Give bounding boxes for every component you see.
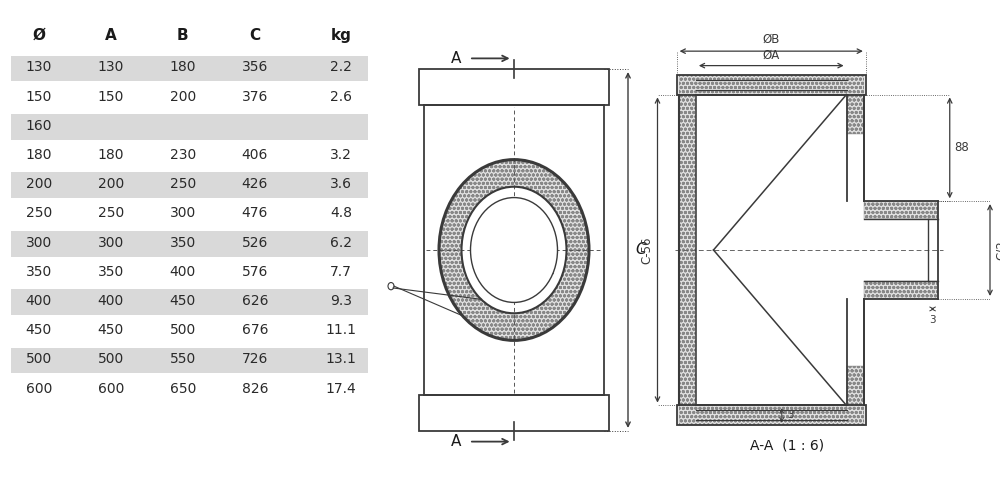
Bar [419,394,609,431]
Text: 4.8: 4.8 [330,206,352,220]
Text: 88: 88 [954,142,969,154]
Text: 250: 250 [170,178,196,192]
Text: 3.6: 3.6 [330,178,352,192]
Text: A: A [451,51,462,66]
Text: ØA: ØA [763,48,780,62]
FancyBboxPatch shape [11,114,368,140]
Text: 180: 180 [98,148,124,162]
Text: 400: 400 [170,265,196,279]
Text: 376: 376 [242,90,268,104]
Text: 17.4: 17.4 [326,382,357,396]
Text: 426: 426 [242,178,268,192]
Text: 626: 626 [242,294,268,308]
Text: C-56: C-56 [640,236,653,264]
Text: 130: 130 [98,60,124,74]
Text: 300: 300 [26,236,52,250]
Text: 500: 500 [98,352,124,366]
Text: 150: 150 [98,90,124,104]
FancyBboxPatch shape [11,348,368,374]
Bar [677,74,866,94]
Bar [678,74,864,94]
Text: 650: 650 [170,382,196,396]
Text: 550: 550 [170,352,196,366]
Text: 250: 250 [26,206,52,220]
Text: 350: 350 [26,265,52,279]
Text: 576: 576 [242,265,268,279]
Text: 11.1: 11.1 [326,324,357,338]
Text: 7.7: 7.7 [330,265,352,279]
Text: 13.1: 13.1 [326,352,357,366]
Text: 400: 400 [26,294,52,308]
Text: 6.2: 6.2 [330,236,352,250]
Text: 676: 676 [242,324,268,338]
Text: 200: 200 [26,178,52,192]
Text: 500: 500 [26,352,52,366]
Text: 476: 476 [242,206,268,220]
Bar [677,406,866,425]
FancyBboxPatch shape [11,231,368,256]
Text: 450: 450 [170,294,196,308]
Text: 200: 200 [98,178,124,192]
Bar [419,69,609,106]
Text: 826: 826 [242,382,268,396]
Circle shape [471,198,558,302]
Text: 300: 300 [98,236,124,250]
Bar [846,94,864,134]
Text: C/2: C/2 [995,240,1000,260]
Text: B: B [177,28,189,42]
Text: A: A [105,28,117,42]
Circle shape [462,186,566,314]
Text: 3: 3 [929,316,936,326]
Text: 356: 356 [242,60,268,74]
Bar [846,366,864,406]
Text: A: A [451,434,462,449]
Text: Ø: Ø [32,28,45,42]
Text: 180: 180 [26,148,52,162]
Text: 250: 250 [98,206,124,220]
Text: 350: 350 [98,265,124,279]
Bar [864,280,938,299]
Text: 600: 600 [26,382,52,396]
FancyBboxPatch shape [11,56,368,82]
Text: C: C [636,242,646,258]
Text: 230: 230 [170,148,196,162]
Text: 200: 200 [170,90,196,104]
Text: 400: 400 [98,294,124,308]
Text: 130: 130 [26,60,52,74]
Text: ØB: ØB [763,32,780,46]
Text: 150: 150 [26,90,52,104]
Text: C: C [249,28,260,42]
Text: kg: kg [331,28,352,42]
Text: 3: 3 [787,410,794,420]
Text: 9.3: 9.3 [330,294,352,308]
Text: 726: 726 [242,352,268,366]
Text: 450: 450 [26,324,52,338]
FancyBboxPatch shape [11,290,368,315]
Text: 450: 450 [98,324,124,338]
Text: 3.2: 3.2 [330,148,352,162]
Text: 180: 180 [170,60,196,74]
Text: A-A  (1 : 6): A-A (1 : 6) [750,438,824,452]
Text: 2.6: 2.6 [330,90,352,104]
Text: 300: 300 [170,206,196,220]
Bar [678,406,864,425]
Text: 600: 600 [98,382,124,396]
Text: 526: 526 [242,236,268,250]
Bar [678,94,696,406]
Text: 2.2: 2.2 [330,60,352,74]
Text: 350: 350 [170,236,196,250]
FancyBboxPatch shape [11,172,368,198]
Text: 160: 160 [26,119,52,133]
Text: 406: 406 [242,148,268,162]
Text: 500: 500 [170,324,196,338]
Bar [864,201,938,220]
